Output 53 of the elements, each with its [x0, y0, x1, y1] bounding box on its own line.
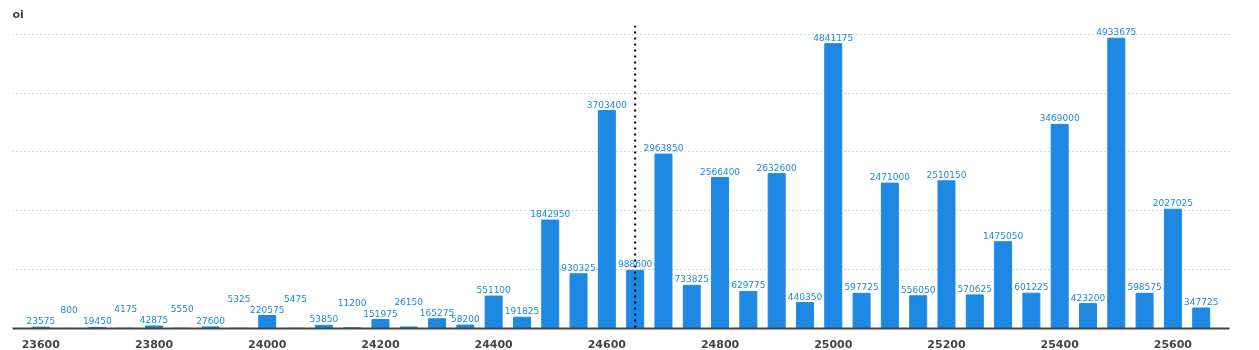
data-label: 58200: [451, 314, 480, 325]
data-label: 11200: [337, 297, 367, 308]
data-label: 4841175: [813, 32, 854, 43]
data-label: 27600: [196, 315, 226, 326]
data-label: 800: [60, 305, 78, 316]
x-tick-label: 23600: [21, 337, 61, 350]
data-label: 191825: [504, 306, 540, 317]
data-label: 733825: [674, 274, 709, 285]
data-label: 3703400: [586, 99, 628, 110]
data-label: 53850: [309, 314, 339, 325]
x-tick-label: 24000: [248, 337, 287, 350]
x-tick-label: 25000: [814, 337, 853, 350]
data-label: 347725: [1184, 297, 1219, 308]
x-tick-label: 23800: [134, 337, 174, 350]
x-tick-label: 25600: [1153, 337, 1193, 350]
x-tick-label: 24600: [587, 337, 627, 350]
x-tick-label: 24800: [700, 337, 740, 350]
data-label: 3469000: [1039, 113, 1080, 124]
data-label: 440350: [787, 291, 823, 302]
data-label: 2963850: [643, 143, 684, 154]
data-label: 5475: [284, 293, 307, 304]
data-label: 1475050: [983, 230, 1024, 241]
data-label: 23575: [26, 316, 56, 327]
data-label: 151975: [363, 308, 398, 319]
data-label: 5550: [170, 303, 195, 314]
data-label: 4175: [114, 303, 138, 314]
data-label: 551100: [476, 285, 512, 296]
data-label: 42875: [139, 314, 169, 325]
data-label: 597725: [844, 282, 879, 293]
data-label: 220575: [250, 304, 285, 315]
data-label: 2471000: [869, 172, 911, 183]
data-label: 4933675: [1096, 27, 1137, 38]
data-label: 601225: [1014, 282, 1049, 293]
data-label: 19450: [83, 316, 112, 327]
data-label: 2566400: [700, 166, 741, 177]
data-label: 988600: [617, 259, 653, 270]
data-label: 930325: [561, 262, 596, 273]
x-tick-label: 25400: [1040, 337, 1080, 350]
data-label: 423200: [1070, 292, 1106, 303]
x-tick-label: 24200: [361, 337, 400, 350]
data-label: 2027025: [1152, 198, 1193, 209]
data-label: 598575: [1127, 282, 1162, 293]
data-label: 2510150: [926, 169, 967, 180]
y-axis-title: oi: [12, 7, 24, 21]
data-label: 26150: [394, 296, 424, 307]
data-label: 556050: [901, 284, 936, 295]
data-label: 570625: [957, 283, 992, 294]
data-label: 629775: [731, 280, 766, 291]
x-tick-label: 24400: [474, 337, 514, 350]
data-label: 1842950: [530, 209, 571, 220]
data-label: 5325: [227, 293, 251, 304]
x-tick-label: 25200: [927, 337, 966, 350]
data-label: 2632600: [756, 162, 797, 173]
